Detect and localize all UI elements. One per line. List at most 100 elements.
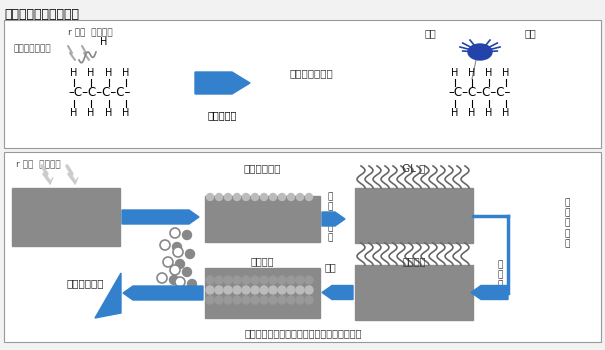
Circle shape (305, 286, 313, 294)
Circle shape (234, 194, 241, 201)
Circle shape (224, 194, 232, 201)
Text: H: H (468, 68, 476, 78)
Circle shape (215, 194, 223, 201)
Circle shape (186, 250, 194, 259)
Text: r 射线  阴极射线: r 射线 阴极射线 (16, 160, 60, 169)
Circle shape (278, 286, 286, 294)
FancyArrow shape (122, 210, 199, 224)
Circle shape (242, 276, 250, 284)
Bar (355, 188, 473, 243)
FancyArrow shape (471, 286, 508, 300)
Circle shape (242, 286, 250, 294)
Text: 具有机能的材料: 具有机能的材料 (290, 68, 334, 78)
Text: H: H (502, 68, 509, 78)
Circle shape (215, 296, 223, 304)
Circle shape (296, 276, 304, 284)
Circle shape (224, 296, 232, 304)
Circle shape (206, 286, 214, 294)
Circle shape (172, 243, 182, 252)
Circle shape (224, 286, 232, 294)
Circle shape (252, 194, 258, 201)
Circle shape (269, 296, 277, 304)
Circle shape (215, 286, 223, 294)
Bar (205, 268, 320, 318)
Circle shape (296, 194, 304, 201)
Circle shape (233, 276, 241, 284)
Text: H: H (122, 108, 129, 118)
Bar (4, 152, 601, 342)
Text: GL 锁: GL 锁 (402, 163, 426, 173)
Text: 吸附: 吸附 (424, 28, 436, 38)
Circle shape (170, 265, 180, 275)
Ellipse shape (468, 44, 492, 60)
Circle shape (233, 286, 241, 294)
Circle shape (251, 276, 259, 284)
Text: 接合聚合法: 接合聚合法 (208, 110, 237, 120)
Circle shape (157, 273, 167, 283)
Text: 惊异的消臭力: 惊异的消臭力 (67, 278, 103, 288)
Text: H: H (451, 108, 459, 118)
Text: 官能基用相应的功能吸附不同种类的恶臭分子: 官能基用相应的功能吸附不同种类的恶臭分子 (244, 328, 362, 338)
Circle shape (296, 286, 304, 294)
Text: H: H (70, 108, 77, 118)
Text: H: H (122, 68, 129, 78)
Circle shape (287, 286, 295, 294)
Circle shape (169, 275, 178, 285)
Circle shape (306, 194, 313, 201)
Bar (205, 196, 320, 242)
Text: 消臭功能: 消臭功能 (402, 256, 426, 266)
Text: –C–C–C–C–: –C–C–C–C– (69, 86, 131, 99)
Text: H: H (502, 108, 509, 118)
Circle shape (183, 267, 192, 276)
Text: 恶臭: 恶臭 (324, 262, 336, 272)
Circle shape (287, 276, 295, 284)
Circle shape (175, 277, 185, 287)
Text: H: H (468, 108, 476, 118)
Circle shape (251, 286, 259, 294)
Text: H: H (105, 108, 113, 118)
Circle shape (173, 247, 183, 257)
Circle shape (296, 296, 304, 304)
Text: H: H (87, 108, 95, 118)
Circle shape (278, 276, 286, 284)
Circle shape (233, 296, 241, 304)
Circle shape (287, 296, 295, 304)
Circle shape (278, 194, 286, 201)
Text: H: H (87, 68, 95, 78)
Circle shape (175, 259, 185, 268)
Circle shape (206, 276, 214, 284)
Circle shape (206, 194, 214, 201)
Text: H: H (100, 37, 108, 47)
Circle shape (269, 276, 277, 284)
Text: –C–C–C–C–: –C–C–C–C– (449, 86, 511, 99)
Text: 形
成
官
能
基: 形 成 官 能 基 (564, 198, 570, 248)
Circle shape (269, 194, 276, 201)
FancyArrow shape (322, 212, 345, 226)
FancyArrow shape (322, 286, 353, 300)
Bar (355, 265, 473, 320)
Text: r 射线  阴极射线: r 射线 阴极射线 (68, 28, 113, 37)
Text: 化学嫁接原理图如下：: 化学嫁接原理图如下： (4, 8, 79, 21)
Circle shape (251, 296, 259, 304)
Circle shape (243, 194, 249, 201)
Text: 官
能
基: 官 能 基 (497, 260, 503, 290)
Text: 产生活性分子: 产生活性分子 (244, 163, 281, 173)
Circle shape (160, 240, 170, 250)
Circle shape (305, 276, 313, 284)
Bar (12, 188, 120, 246)
Circle shape (260, 286, 268, 294)
Circle shape (261, 194, 267, 201)
Text: 接
合
聚
合
法: 接 合 聚 合 法 (327, 192, 333, 243)
Circle shape (224, 276, 232, 284)
Circle shape (206, 296, 214, 304)
Circle shape (260, 296, 268, 304)
Circle shape (278, 296, 286, 304)
Circle shape (163, 257, 173, 267)
Circle shape (215, 276, 223, 284)
Text: 结实的聚乙烯链: 结实的聚乙烯链 (14, 44, 51, 53)
FancyArrow shape (123, 286, 203, 300)
Text: H: H (70, 68, 77, 78)
Text: 吸附: 吸附 (524, 28, 536, 38)
Text: 吸附恶臭: 吸附恶臭 (250, 256, 274, 266)
Text: H: H (485, 68, 492, 78)
